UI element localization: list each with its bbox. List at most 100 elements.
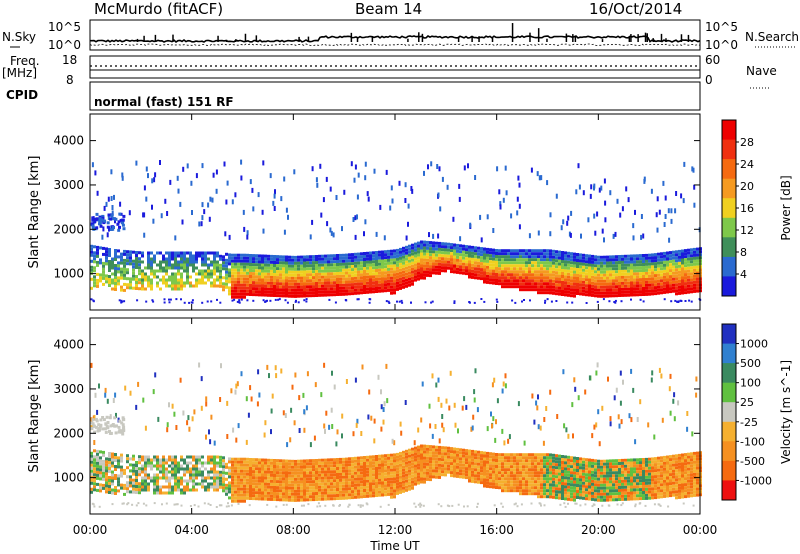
power-cell	[144, 278, 147, 282]
velocity-cell	[408, 463, 411, 467]
velocity-cell	[450, 456, 453, 460]
power-cell	[420, 252, 423, 256]
velocity-cell	[483, 454, 486, 458]
power-cell	[267, 275, 270, 279]
power-cell	[228, 259, 231, 263]
velocity-cell	[180, 488, 183, 492]
velocity-cell	[528, 462, 531, 466]
power-cell	[648, 277, 651, 281]
power-cell	[630, 293, 633, 297]
velocity-cell	[306, 459, 309, 463]
power-cell	[531, 249, 534, 253]
velocity-cell	[510, 483, 513, 487]
power-cell	[224, 231, 227, 237]
velocity-cell	[213, 458, 216, 462]
velocity-cell	[453, 471, 456, 475]
power-cell	[279, 261, 282, 265]
velocity-cell	[189, 473, 192, 477]
power-cell	[423, 252, 426, 256]
velocity-cell	[513, 480, 516, 484]
power-cell	[474, 264, 477, 268]
power-cell	[210, 269, 213, 273]
power-cell	[417, 277, 420, 281]
power-cell	[279, 291, 282, 295]
power-cell	[492, 251, 495, 255]
power-cell	[492, 266, 495, 270]
power-cell	[513, 255, 516, 259]
power-cell	[489, 275, 492, 279]
power-cell	[118, 299, 121, 302]
velocity-cell	[138, 488, 141, 492]
velocity-cell	[519, 459, 522, 463]
velocity-cell	[309, 459, 312, 463]
velocity-cell	[348, 463, 351, 467]
power-cell	[240, 265, 243, 269]
power-cell	[243, 277, 246, 281]
power-cell	[693, 289, 696, 293]
velocity-cell	[360, 471, 363, 475]
power-cell	[399, 259, 402, 263]
power-cell	[675, 253, 678, 257]
velocity-cell	[441, 473, 444, 477]
power-cell	[327, 293, 330, 297]
velocity-cell	[309, 477, 312, 481]
power-cell	[393, 255, 396, 259]
power-cell	[151, 178, 154, 184]
power-cell	[537, 252, 540, 256]
power-cell	[381, 274, 384, 278]
power-cell	[672, 286, 675, 290]
power-cell	[283, 176, 286, 182]
power-cell	[552, 282, 555, 286]
power-cell	[165, 269, 168, 273]
velocity-cell	[387, 465, 390, 469]
power-cell	[120, 299, 123, 302]
velocity-cell	[420, 474, 423, 478]
power-cell	[147, 284, 150, 288]
power-cell	[486, 274, 489, 278]
power-cell	[456, 243, 459, 247]
velocity-cell	[546, 456, 549, 460]
power-cell	[546, 264, 549, 268]
velocity-cell	[186, 467, 189, 471]
power-cell	[342, 262, 345, 266]
velocity-cell	[432, 475, 435, 479]
velocity-cell	[360, 495, 363, 499]
power-cell	[630, 287, 633, 291]
power-cell	[309, 282, 312, 286]
velocity-cell	[246, 484, 249, 488]
power-cell	[459, 265, 462, 269]
velocity-cell	[132, 472, 135, 476]
power-cell	[297, 285, 300, 289]
power-cell	[309, 258, 312, 262]
power-cell	[95, 217, 99, 221]
power-cell	[315, 276, 318, 279]
power-cell	[630, 281, 633, 285]
power-cell	[177, 266, 180, 270]
velocity-cell	[420, 471, 423, 475]
power-cell	[513, 249, 516, 253]
power-cell	[112, 226, 115, 229]
power-cell	[293, 169, 296, 175]
power-cell	[357, 255, 360, 259]
power-cell	[687, 266, 690, 270]
power-cell	[564, 293, 567, 297]
power-cell	[645, 286, 648, 290]
velocity-cell	[324, 485, 327, 489]
power-cell	[240, 256, 243, 260]
power-cell	[597, 267, 600, 271]
velocity-cell	[330, 491, 333, 495]
power-cell	[692, 167, 695, 173]
power-cell	[222, 258, 225, 262]
power-cell	[396, 300, 398, 303]
power-cell	[477, 276, 480, 280]
velocity-cell	[357, 474, 360, 478]
velocity-cell	[471, 479, 474, 483]
power-cell	[144, 266, 147, 270]
power-cell	[687, 254, 690, 258]
power-cell	[540, 285, 543, 289]
power-cell	[414, 242, 417, 246]
power-cell	[543, 276, 546, 280]
power-cell	[549, 261, 552, 265]
velocity-cell	[339, 490, 342, 494]
velocity-cell	[351, 466, 354, 470]
